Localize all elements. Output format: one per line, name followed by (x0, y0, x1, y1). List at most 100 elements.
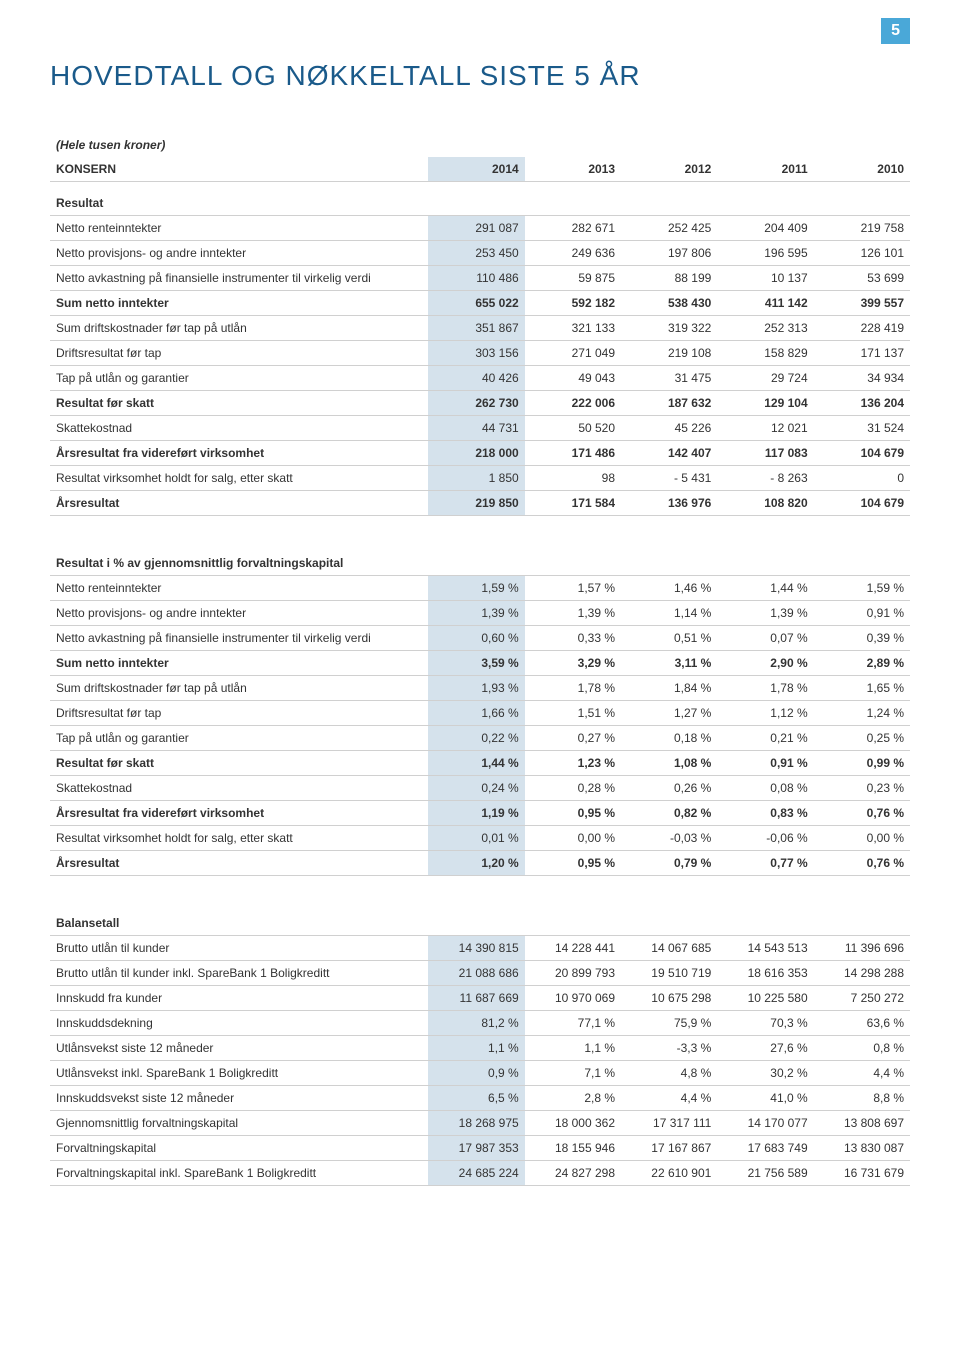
cell-value: 1,78 % (717, 676, 813, 701)
cell-value: 53 699 (814, 266, 910, 291)
cell-value: 158 829 (717, 341, 813, 366)
cell-value: 14 170 077 (717, 1111, 813, 1136)
cell-value: 0,07 % (717, 626, 813, 651)
table-row: Netto renteinntekter1,59 %1,57 %1,46 %1,… (50, 576, 910, 601)
section-heading: Resultat i % av gjennomsnittlig forvaltn… (50, 542, 910, 576)
row-label: Forvaltningskapital (50, 1136, 428, 1161)
cell-value: 14 298 288 (814, 961, 910, 986)
cell-value: 1,66 % (428, 701, 524, 726)
cell-value: 3,29 % (525, 651, 621, 676)
cell-value: 2,89 % (814, 651, 910, 676)
cell-value: 0,91 % (717, 751, 813, 776)
table-row: Resultat før skatt1,44 %1,23 %1,08 %0,91… (50, 751, 910, 776)
cell-value: 0,51 % (621, 626, 717, 651)
table-row: Driftsresultat før tap1,66 %1,51 %1,27 %… (50, 701, 910, 726)
cell-value: 0,39 % (814, 626, 910, 651)
cell-value: 19 510 719 (621, 961, 717, 986)
cell-value: 0,60 % (428, 626, 524, 651)
cell-value: 20 899 793 (525, 961, 621, 986)
cell-value: 29 724 (717, 366, 813, 391)
cell-value: 30,2 % (717, 1061, 813, 1086)
table-row: Resultat virksomhet holdt for salg, ette… (50, 826, 910, 851)
cell-value: 6,5 % (428, 1086, 524, 1111)
cell-value: 4,8 % (621, 1061, 717, 1086)
cell-value: 0,91 % (814, 601, 910, 626)
table-row: Sum netto inntekter655 022592 182538 430… (50, 291, 910, 316)
row-label: Netto avkastning på finansielle instrume… (50, 626, 428, 651)
table-row: Årsresultat fra videreført virksomhet218… (50, 441, 910, 466)
cell-value: 0,21 % (717, 726, 813, 751)
cell-value: 262 730 (428, 391, 524, 416)
cell-value: 204 409 (717, 216, 813, 241)
cell-value: 14 390 815 (428, 936, 524, 961)
year-col: 2011 (717, 157, 813, 182)
cell-value: 0,00 % (525, 826, 621, 851)
cell-value: 50 520 (525, 416, 621, 441)
table-row: Netto provisjons- og andre inntekter253 … (50, 241, 910, 266)
table-row: Utlånsvekst inkl. SpareBank 1 Boligkredi… (50, 1061, 910, 1086)
row-label: Årsresultat (50, 851, 428, 876)
cell-value: 27,6 % (717, 1036, 813, 1061)
cell-value: 12 021 (717, 416, 813, 441)
cell-value: 129 104 (717, 391, 813, 416)
row-label: Årsresultat fra videreført virksomhet (50, 801, 428, 826)
cell-value: 59 875 (525, 266, 621, 291)
table-row: Innskuddsvekst siste 12 måneder6,5 %2,8 … (50, 1086, 910, 1111)
cell-value: 0,00 % (814, 826, 910, 851)
cell-value: 17 987 353 (428, 1136, 524, 1161)
row-label: Innskuddsvekst siste 12 måneder (50, 1086, 428, 1111)
row-label: Netto renteinntekter (50, 216, 428, 241)
cell-value: 1 850 (428, 466, 524, 491)
cell-value: 0,82 % (621, 801, 717, 826)
row-label: Sum driftskostnader før tap på utlån (50, 316, 428, 341)
section-heading-row: Balansetall (50, 902, 910, 936)
table-row: Brutto utlån til kunder14 390 81514 228 … (50, 936, 910, 961)
cell-value: 104 679 (814, 441, 910, 466)
cell-value: 0,79 % (621, 851, 717, 876)
table-row: Årsresultat fra videreført virksomhet1,1… (50, 801, 910, 826)
cell-value: 0 (814, 466, 910, 491)
cell-value: 196 595 (717, 241, 813, 266)
year-col: 2012 (621, 157, 717, 182)
cell-value: 126 101 (814, 241, 910, 266)
cell-value: 319 322 (621, 316, 717, 341)
cell-value: 110 486 (428, 266, 524, 291)
cell-value: 18 155 946 (525, 1136, 621, 1161)
row-label: Resultat virksomhet holdt for salg, ette… (50, 826, 428, 851)
table-row: Netto provisjons- og andre inntekter1,39… (50, 601, 910, 626)
cell-value: 70,3 % (717, 1011, 813, 1036)
cell-value: 1,12 % (717, 701, 813, 726)
section-heading: Resultat (50, 182, 910, 216)
cell-value: 104 679 (814, 491, 910, 516)
cell-value: 399 557 (814, 291, 910, 316)
cell-value: 31 475 (621, 366, 717, 391)
cell-value: 1,44 % (428, 751, 524, 776)
cell-value: 0,95 % (525, 801, 621, 826)
cell-value: 1,1 % (525, 1036, 621, 1061)
cell-value: -3,3 % (621, 1036, 717, 1061)
table-row: Gjennomsnittlig forvaltningskapital18 26… (50, 1111, 910, 1136)
cell-value: 2,8 % (525, 1086, 621, 1111)
cell-value: 0,9 % (428, 1061, 524, 1086)
table-row: Årsresultat219 850171 584136 976108 8201… (50, 491, 910, 516)
row-label: Resultat før skatt (50, 391, 428, 416)
cell-value: 1,39 % (525, 601, 621, 626)
cell-value: 13 808 697 (814, 1111, 910, 1136)
table-row: Netto renteinntekter291 087282 671252 42… (50, 216, 910, 241)
cell-value: 98 (525, 466, 621, 491)
cell-value: 252 425 (621, 216, 717, 241)
cell-value: 11 396 696 (814, 936, 910, 961)
cell-value: 1,24 % (814, 701, 910, 726)
financial-table: (Hele tusen kroner) KONSERN 2014 2013 20… (50, 122, 910, 1186)
table-row: Innskudd fra kunder11 687 66910 970 0691… (50, 986, 910, 1011)
cell-value: 142 407 (621, 441, 717, 466)
cell-value: 219 108 (621, 341, 717, 366)
table-row: Netto avkastning på finansielle instrume… (50, 266, 910, 291)
cell-value: 249 636 (525, 241, 621, 266)
page-title: HOVEDTALL OG NØKKELTALL SISTE 5 ÅR (50, 60, 910, 92)
cell-value: 4,4 % (814, 1061, 910, 1086)
cell-value: 18 268 975 (428, 1111, 524, 1136)
cell-value: 351 867 (428, 316, 524, 341)
row-label: Skattekostnad (50, 776, 428, 801)
cell-value: 1,65 % (814, 676, 910, 701)
